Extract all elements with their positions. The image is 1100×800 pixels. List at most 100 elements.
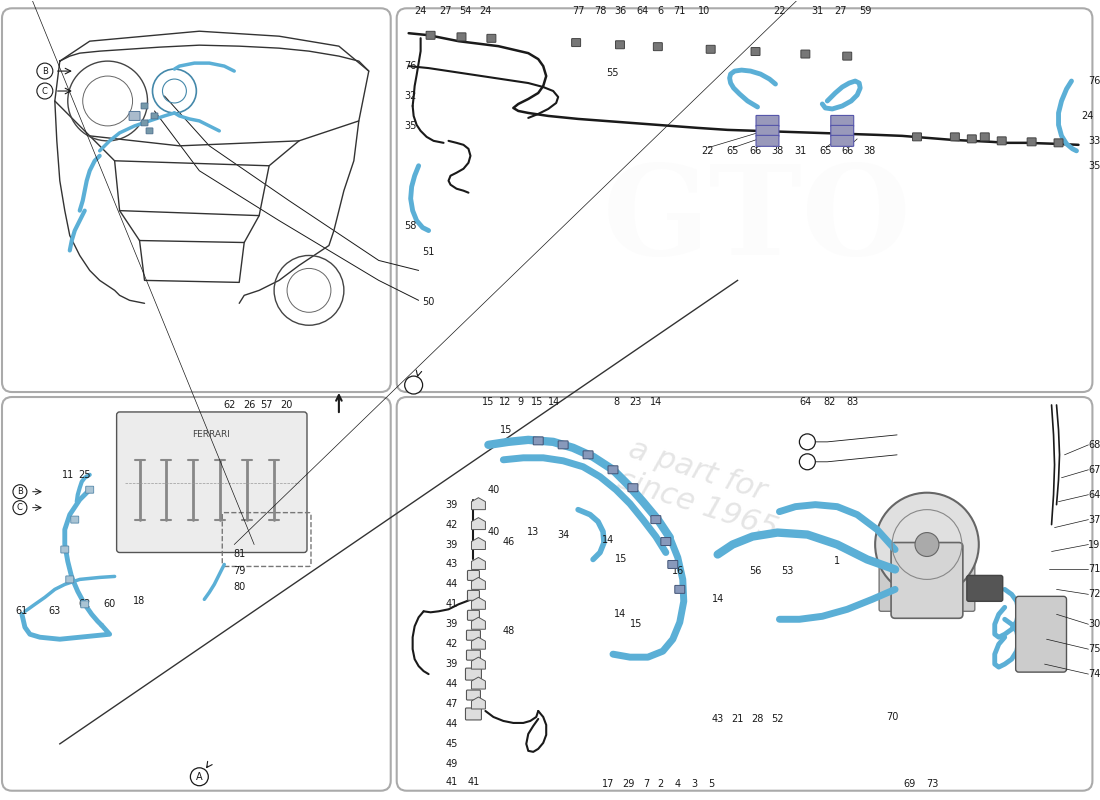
Text: 27: 27: [834, 6, 847, 16]
Text: 19: 19: [1088, 539, 1100, 550]
FancyBboxPatch shape: [117, 412, 307, 553]
Text: 7: 7: [642, 778, 649, 789]
Text: 39: 39: [446, 500, 458, 510]
Text: 14: 14: [712, 594, 724, 604]
Text: 63: 63: [48, 606, 60, 616]
Text: 83: 83: [846, 397, 858, 407]
Text: 39: 39: [446, 619, 458, 630]
Text: 15: 15: [629, 619, 642, 630]
Text: 14: 14: [650, 397, 662, 407]
Text: A: A: [410, 380, 417, 390]
Text: 48: 48: [503, 626, 515, 636]
Text: 41: 41: [446, 599, 458, 610]
Text: 72: 72: [1088, 590, 1100, 599]
Text: 66: 66: [749, 146, 761, 156]
FancyBboxPatch shape: [950, 133, 959, 141]
Text: 60: 60: [103, 599, 116, 610]
Text: 18: 18: [133, 596, 145, 606]
Polygon shape: [472, 558, 485, 570]
Text: 38: 38: [864, 146, 876, 156]
Text: GTO: GTO: [603, 160, 912, 281]
Circle shape: [13, 485, 26, 498]
Text: 82: 82: [823, 397, 836, 407]
FancyBboxPatch shape: [751, 47, 760, 55]
Circle shape: [190, 768, 208, 786]
FancyBboxPatch shape: [967, 135, 977, 143]
FancyBboxPatch shape: [151, 113, 158, 119]
Text: 49: 49: [446, 759, 458, 769]
FancyBboxPatch shape: [1054, 139, 1063, 147]
Text: 34: 34: [557, 530, 570, 539]
Text: 11: 11: [62, 470, 74, 480]
FancyBboxPatch shape: [583, 451, 593, 459]
Text: 1: 1: [834, 557, 840, 566]
Text: 44: 44: [446, 719, 458, 729]
Circle shape: [37, 83, 53, 99]
Text: 57: 57: [260, 400, 273, 410]
FancyBboxPatch shape: [397, 397, 1092, 790]
Text: 43: 43: [712, 714, 724, 724]
FancyBboxPatch shape: [2, 8, 390, 392]
FancyBboxPatch shape: [608, 466, 618, 474]
Text: 65: 65: [820, 146, 832, 156]
FancyBboxPatch shape: [830, 115, 854, 126]
Polygon shape: [472, 498, 485, 510]
Text: 62: 62: [78, 599, 91, 610]
Text: C: C: [16, 503, 23, 512]
Text: 55: 55: [606, 68, 618, 78]
FancyBboxPatch shape: [86, 486, 94, 493]
Text: 44: 44: [446, 679, 458, 689]
Text: 30: 30: [1088, 619, 1100, 630]
Text: 71: 71: [673, 6, 686, 16]
FancyBboxPatch shape: [66, 576, 74, 583]
Text: 81: 81: [233, 550, 245, 559]
FancyBboxPatch shape: [60, 546, 69, 553]
FancyBboxPatch shape: [1015, 596, 1067, 672]
Text: 31: 31: [794, 146, 806, 156]
Text: 64: 64: [637, 6, 649, 16]
FancyBboxPatch shape: [468, 610, 480, 620]
Text: 61: 61: [15, 606, 29, 616]
Text: 35: 35: [405, 121, 417, 131]
Text: 38: 38: [771, 146, 783, 156]
FancyBboxPatch shape: [955, 553, 975, 611]
Text: 2: 2: [658, 778, 664, 789]
Text: FERRARI: FERRARI: [192, 430, 230, 439]
Text: 37: 37: [1088, 514, 1100, 525]
Text: 76: 76: [1088, 76, 1100, 86]
Text: 15: 15: [615, 554, 627, 565]
Text: 39: 39: [446, 659, 458, 669]
Text: 56: 56: [749, 566, 761, 577]
Polygon shape: [472, 657, 485, 669]
FancyBboxPatch shape: [534, 437, 543, 445]
Text: 26: 26: [243, 400, 255, 410]
Text: 41: 41: [468, 777, 480, 786]
Text: 45: 45: [446, 739, 458, 749]
FancyBboxPatch shape: [830, 126, 854, 136]
FancyBboxPatch shape: [426, 31, 436, 39]
FancyBboxPatch shape: [465, 668, 482, 680]
Text: 24: 24: [415, 6, 427, 16]
Text: 32: 32: [405, 91, 417, 101]
FancyBboxPatch shape: [843, 52, 851, 60]
Text: 40: 40: [487, 526, 499, 537]
Text: since 1965: since 1965: [614, 465, 781, 544]
Text: 71: 71: [1088, 565, 1100, 574]
FancyBboxPatch shape: [468, 590, 480, 600]
Text: 39: 39: [446, 539, 458, 550]
FancyBboxPatch shape: [487, 34, 496, 42]
Text: 35: 35: [1088, 161, 1100, 170]
FancyBboxPatch shape: [129, 111, 140, 121]
Circle shape: [13, 501, 26, 514]
FancyBboxPatch shape: [706, 46, 715, 54]
FancyBboxPatch shape: [456, 33, 466, 41]
Text: 65: 65: [726, 146, 739, 156]
Text: 29: 29: [621, 778, 634, 789]
Text: 33: 33: [1088, 136, 1100, 146]
Text: 66: 66: [842, 146, 854, 156]
Text: 44: 44: [446, 579, 458, 590]
Circle shape: [405, 376, 422, 394]
Text: 76: 76: [405, 61, 417, 71]
Text: 10: 10: [697, 6, 710, 16]
Text: 31: 31: [811, 6, 824, 16]
